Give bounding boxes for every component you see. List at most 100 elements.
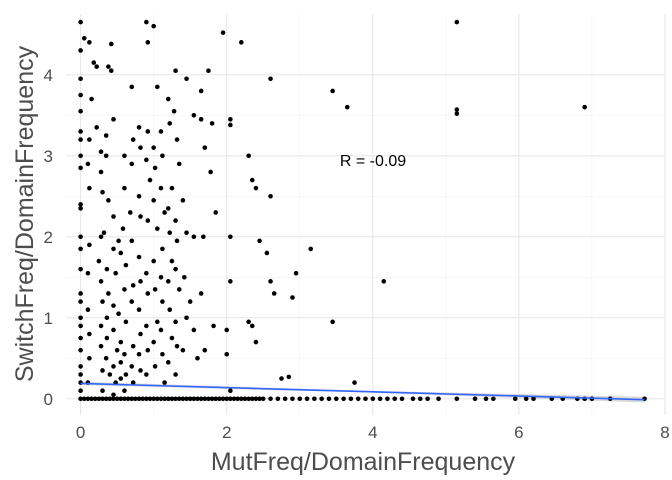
data-point	[198, 88, 204, 94]
data-point	[144, 372, 149, 377]
data-point	[158, 185, 164, 191]
data-point	[78, 372, 83, 377]
data-point	[103, 153, 109, 159]
data-point	[173, 319, 178, 325]
data-point	[436, 396, 441, 402]
data-point	[198, 291, 204, 296]
data-point	[78, 364, 83, 369]
data-point	[293, 270, 299, 276]
data-point	[103, 396, 109, 402]
y-tick-label: 4	[44, 66, 53, 85]
data-point	[106, 64, 111, 69]
data-point	[160, 299, 165, 304]
data-point	[103, 355, 109, 361]
data-point	[144, 323, 149, 329]
data-point	[381, 279, 387, 284]
data-point	[290, 396, 295, 402]
data-point	[249, 396, 255, 402]
data-point	[78, 202, 83, 207]
data-point	[145, 40, 151, 45]
data-point	[228, 122, 233, 128]
data-point	[268, 279, 273, 284]
data-point	[279, 376, 284, 381]
data-point	[78, 246, 83, 252]
data-point	[104, 266, 110, 272]
data-point	[206, 396, 211, 402]
data-point	[118, 376, 124, 381]
data-point	[136, 193, 142, 199]
data-point	[253, 339, 259, 345]
data-point	[158, 129, 164, 134]
data-point	[165, 279, 171, 284]
data-point	[184, 230, 189, 236]
data-point	[268, 76, 273, 82]
data-point	[228, 396, 233, 402]
data-point	[100, 299, 105, 304]
y-tick-label: 0	[44, 390, 53, 409]
data-point	[118, 250, 124, 256]
data-point	[145, 218, 151, 223]
data-point	[160, 153, 165, 159]
data-point	[78, 165, 83, 171]
y-tick-label: 1	[44, 309, 53, 328]
data-point	[94, 125, 99, 130]
data-point	[286, 374, 292, 380]
data-point	[116, 311, 121, 317]
data-point	[319, 396, 324, 402]
data-point	[106, 198, 111, 203]
annotation-r: R = -0.09	[340, 153, 406, 170]
data-point	[275, 396, 281, 402]
y-tick-label: 3	[44, 147, 53, 166]
data-point	[173, 396, 178, 402]
data-point	[202, 396, 208, 402]
data-point	[268, 396, 273, 402]
trend-line	[80, 382, 645, 401]
data-point	[113, 270, 118, 276]
data-point	[89, 396, 94, 402]
data-point	[118, 396, 124, 402]
data-point	[308, 246, 314, 252]
data-point	[271, 291, 277, 296]
data-point	[78, 323, 83, 329]
data-point	[122, 153, 127, 159]
data-point	[130, 137, 136, 142]
grid	[66, 14, 666, 415]
data-point	[78, 153, 83, 159]
data-point	[228, 388, 233, 393]
data-point	[454, 107, 460, 112]
data-point	[523, 396, 529, 402]
data-point	[180, 198, 186, 203]
data-point	[111, 214, 116, 219]
data-point	[184, 76, 189, 82]
data-point	[326, 396, 332, 402]
data-point	[78, 347, 83, 353]
data-point	[114, 396, 120, 402]
data-point	[363, 396, 368, 402]
data-point	[145, 291, 151, 296]
tick-labels: 0 2 4 6 8 0 1 2 3 4	[44, 66, 670, 442]
data-point	[208, 169, 213, 175]
data-point	[136, 254, 142, 260]
data-point	[165, 206, 171, 211]
data-point	[228, 234, 233, 240]
data-point	[78, 108, 83, 114]
data-point	[174, 137, 180, 142]
data-point	[78, 19, 83, 25]
data-point	[176, 161, 182, 167]
data-point	[165, 396, 171, 402]
data-point	[98, 279, 104, 284]
data-point	[138, 331, 143, 337]
data-point	[174, 238, 180, 244]
data-point	[81, 396, 87, 402]
data-point	[152, 364, 158, 369]
data-point	[129, 396, 135, 402]
data-point	[145, 129, 151, 134]
data-point	[122, 396, 127, 402]
data-point	[202, 347, 208, 353]
data-point	[96, 258, 102, 264]
data-point	[483, 396, 489, 402]
data-point	[249, 323, 255, 329]
data-point	[125, 396, 131, 402]
data-point	[209, 396, 215, 402]
data-point	[392, 396, 398, 402]
